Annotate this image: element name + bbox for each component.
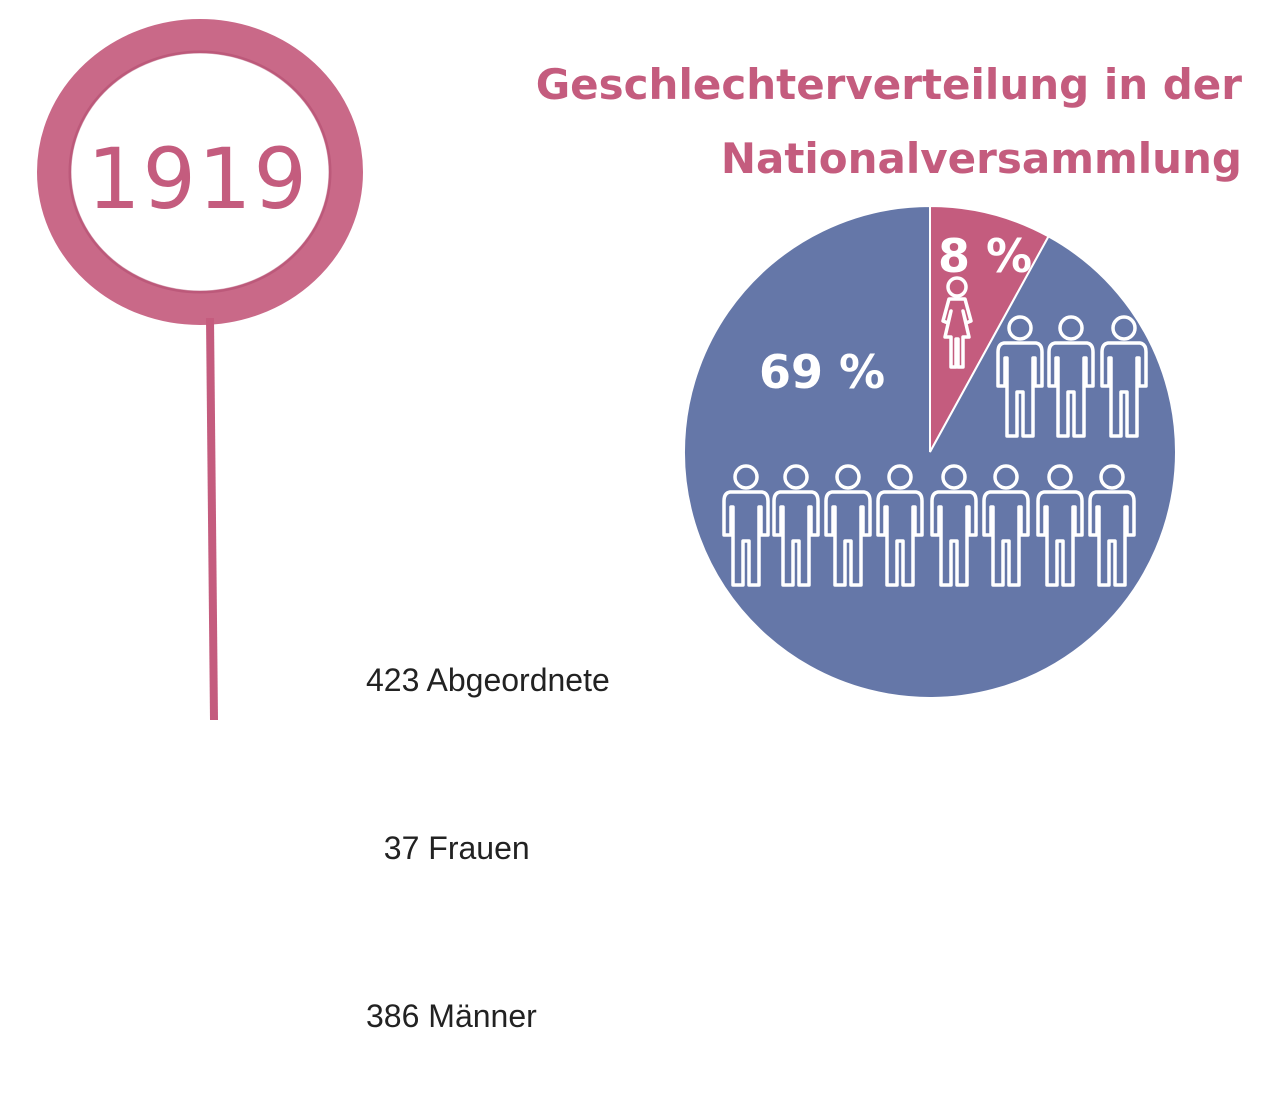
pie-label-0: 8 %: [938, 229, 1032, 283]
pie-slice-1: [683, 204, 1177, 699]
male-figure-icon-bottom-4: [930, 464, 978, 587]
chart-title-line-2: Nationalversammlung: [720, 134, 1242, 183]
stat-men: 386 Männer: [366, 998, 537, 1034]
male-figure-icon-bottom-3: [876, 464, 924, 587]
chart-title: Geschlechterverteilung in der Nationalve…: [482, 48, 1242, 196]
male-figure-icon-bottom-2: [824, 464, 872, 587]
male-figure-icon-bottom-7: [1088, 464, 1136, 587]
timeline-stem: [206, 317, 218, 720]
stats-list: 423 Abgeordnete 37 Frauen 386 Männer: [366, 540, 610, 1100]
male-figure-icon-top-2: [1100, 315, 1148, 438]
male-figure-icon-bottom-1: [772, 464, 820, 587]
stat-women: 37 Frauen: [366, 830, 530, 866]
pie-label-1: 69 %: [759, 345, 885, 399]
pie-slice-0: [929, 204, 1050, 453]
male-figure-icon-bottom-6: [1036, 464, 1084, 587]
male-figure-icon-top-0: [996, 315, 1044, 438]
stat-total: 423 Abgeordnete: [366, 662, 610, 698]
female-figure-icon: [941, 276, 973, 369]
watercolor-ring-inner-edge: [68, 50, 332, 294]
male-figure-icon-bottom-5: [982, 464, 1030, 587]
watercolor-ring: [37, 19, 363, 325]
male-figure-icon-bottom-0: [722, 464, 770, 587]
chart-title-line-1: Geschlechterverteilung in der: [535, 60, 1242, 109]
year-badge: 1919: [37, 19, 363, 720]
gender-pie-chart: 8 % 69 %: [683, 204, 1177, 699]
male-figure-icon-top-1: [1047, 315, 1095, 438]
year-label: 1919: [87, 130, 309, 228]
